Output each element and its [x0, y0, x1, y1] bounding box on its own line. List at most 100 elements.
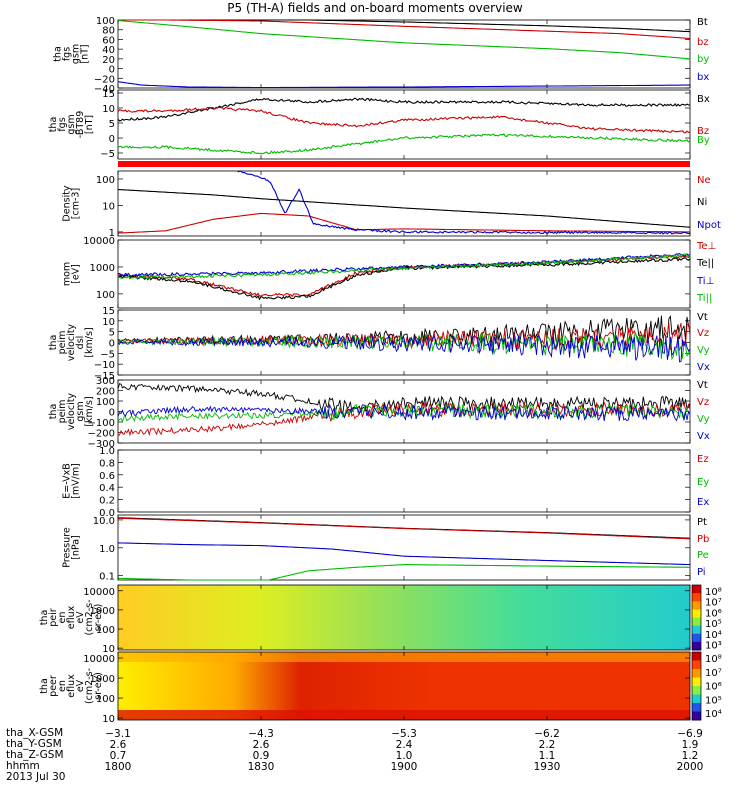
x-axis-value: −6.9	[677, 728, 703, 740]
legend-label: Vt	[697, 380, 708, 391]
y-axis-label: Density	[62, 185, 73, 221]
x-axis-value: −3.1	[105, 728, 131, 740]
y-tick-label: 1.0	[99, 446, 115, 457]
colorbar-segment	[692, 585, 701, 594]
page-title: P5 (TH-A) fields and on-board moments ov…	[227, 1, 523, 15]
legend-label: Te||	[696, 258, 714, 269]
y-axis-label: velocity	[66, 393, 77, 431]
series-line-Vz	[117, 401, 691, 437]
y-tick-label: 0.1	[99, 572, 115, 583]
panel-frame	[117, 170, 691, 237]
colorbar-tick-label: 10⁸	[705, 654, 722, 665]
x-axis-value: 2.6	[110, 739, 127, 751]
y-axis-label: [eV]	[71, 264, 82, 284]
y-tick-label: 0.0	[99, 508, 115, 519]
y-axis-label: (cm2-s-	[84, 668, 95, 704]
colorbar-segment	[692, 633, 701, 643]
colorbar-segment	[692, 686, 701, 695]
panel-7	[117, 449, 691, 513]
y-tick-label: 10	[102, 317, 115, 328]
y-tick-label: 100	[96, 397, 115, 408]
y-tick-label: 100	[96, 175, 115, 186]
series-line-Bx	[117, 97, 690, 122]
y-tick-label: 0.6	[99, 471, 115, 482]
series-line-Ne	[117, 212, 690, 234]
y-tick-label: −5	[100, 349, 115, 360]
legend-label: Vz	[697, 328, 709, 339]
colorbar-tick-label: 10⁵	[705, 695, 722, 706]
panel-5	[117, 309, 691, 376]
y-tick-label: 20	[102, 55, 115, 66]
colorbar-tick-label: 10⁶	[705, 608, 722, 619]
footer-labels: tha_X-GSM tha_Y-GSM tha_Z-GSM hhmm 2013 …	[6, 728, 65, 783]
legend-label: by	[697, 54, 709, 65]
series-line-By	[117, 133, 691, 155]
y-tick-label: −100	[88, 418, 115, 429]
series-line-Ti||	[117, 253, 691, 280]
panel-2	[117, 89, 691, 160]
colorbar-segment	[692, 601, 701, 610]
y-tick-label: 0	[109, 408, 115, 419]
legend-label: Ex	[697, 497, 709, 508]
panel-9	[117, 584, 702, 651]
series-line-Pe	[118, 564, 690, 581]
y-axis-label: eflux	[66, 674, 77, 698]
legend-label: bx	[697, 72, 709, 83]
colorbar-segment	[692, 703, 701, 712]
y-axis-label: [km/s]	[84, 327, 95, 357]
x-axis-value: 2.6	[253, 739, 270, 751]
y-tick-label: 0	[109, 65, 115, 76]
series-line-by	[117, 19, 691, 60]
y-tick-label: 10000	[83, 587, 115, 598]
colorbar-tick-label: 10⁷	[705, 598, 722, 609]
colorbar-segment	[692, 593, 701, 602]
y-axis-label: Pressure	[62, 527, 73, 568]
series-line-Ti⊥	[118, 252, 691, 278]
colorbar-segment	[692, 652, 701, 661]
y-axis-label: -BT89	[75, 111, 86, 139]
colorbar-segment	[692, 617, 701, 627]
series-line-Ni	[117, 188, 691, 228]
y-tick-label: 100	[96, 625, 115, 636]
y-axis-label: eflux	[66, 605, 77, 629]
legend-label: bz	[697, 37, 709, 48]
legend-label: Te⊥	[696, 241, 716, 252]
legend-label: Pe	[697, 550, 709, 561]
footer-y-gsm: tha_Y-GSM	[6, 738, 62, 750]
y-tick-label: 10	[102, 104, 115, 115]
y-tick-label: 10.0	[93, 516, 115, 527]
y-tick-label: −10	[94, 360, 115, 371]
x-axis-value: 1800	[105, 761, 132, 773]
series-line-bz	[118, 19, 691, 40]
panel-frame	[117, 89, 691, 160]
panel-frame	[117, 19, 691, 89]
series-line-bx	[117, 81, 690, 89]
panel-8	[117, 514, 691, 581]
y-tick-label: 10000	[83, 654, 115, 665]
y-tick-label: −5	[100, 149, 115, 160]
x-axis-value: 1830	[248, 761, 275, 773]
legend-label: Ey	[697, 477, 709, 488]
legend-label: Pi	[697, 567, 706, 578]
series-line-Pi	[118, 542, 691, 566]
y-tick-label: −20	[94, 74, 115, 85]
y-tick-label: 0.4	[99, 483, 115, 494]
spectrogram-low-band	[118, 710, 690, 720]
y-axis-label: peim	[57, 400, 68, 424]
x-axis-value: 1900	[391, 761, 418, 773]
colorbar-tick-label: 10⁷	[705, 668, 722, 679]
y-axis-label: en	[57, 612, 68, 624]
y-axis-label: tha	[48, 335, 59, 351]
panel-frame	[117, 449, 691, 513]
y-axis-label: sr-eV)	[93, 672, 104, 700]
colorbar-segment	[692, 625, 701, 635]
colorbar-tick-label: 10⁸	[705, 587, 722, 598]
legend-label: Pt	[697, 517, 707, 528]
series-line-Npot	[236, 170, 691, 235]
y-axis-label: tha	[53, 46, 64, 62]
series-line-Vx	[117, 334, 691, 363]
spectrogram-high-band	[118, 652, 690, 662]
x-axis-value: 1.2	[682, 750, 699, 762]
y-tick-label: −15	[94, 371, 115, 382]
y-tick-label: 80	[102, 26, 115, 37]
